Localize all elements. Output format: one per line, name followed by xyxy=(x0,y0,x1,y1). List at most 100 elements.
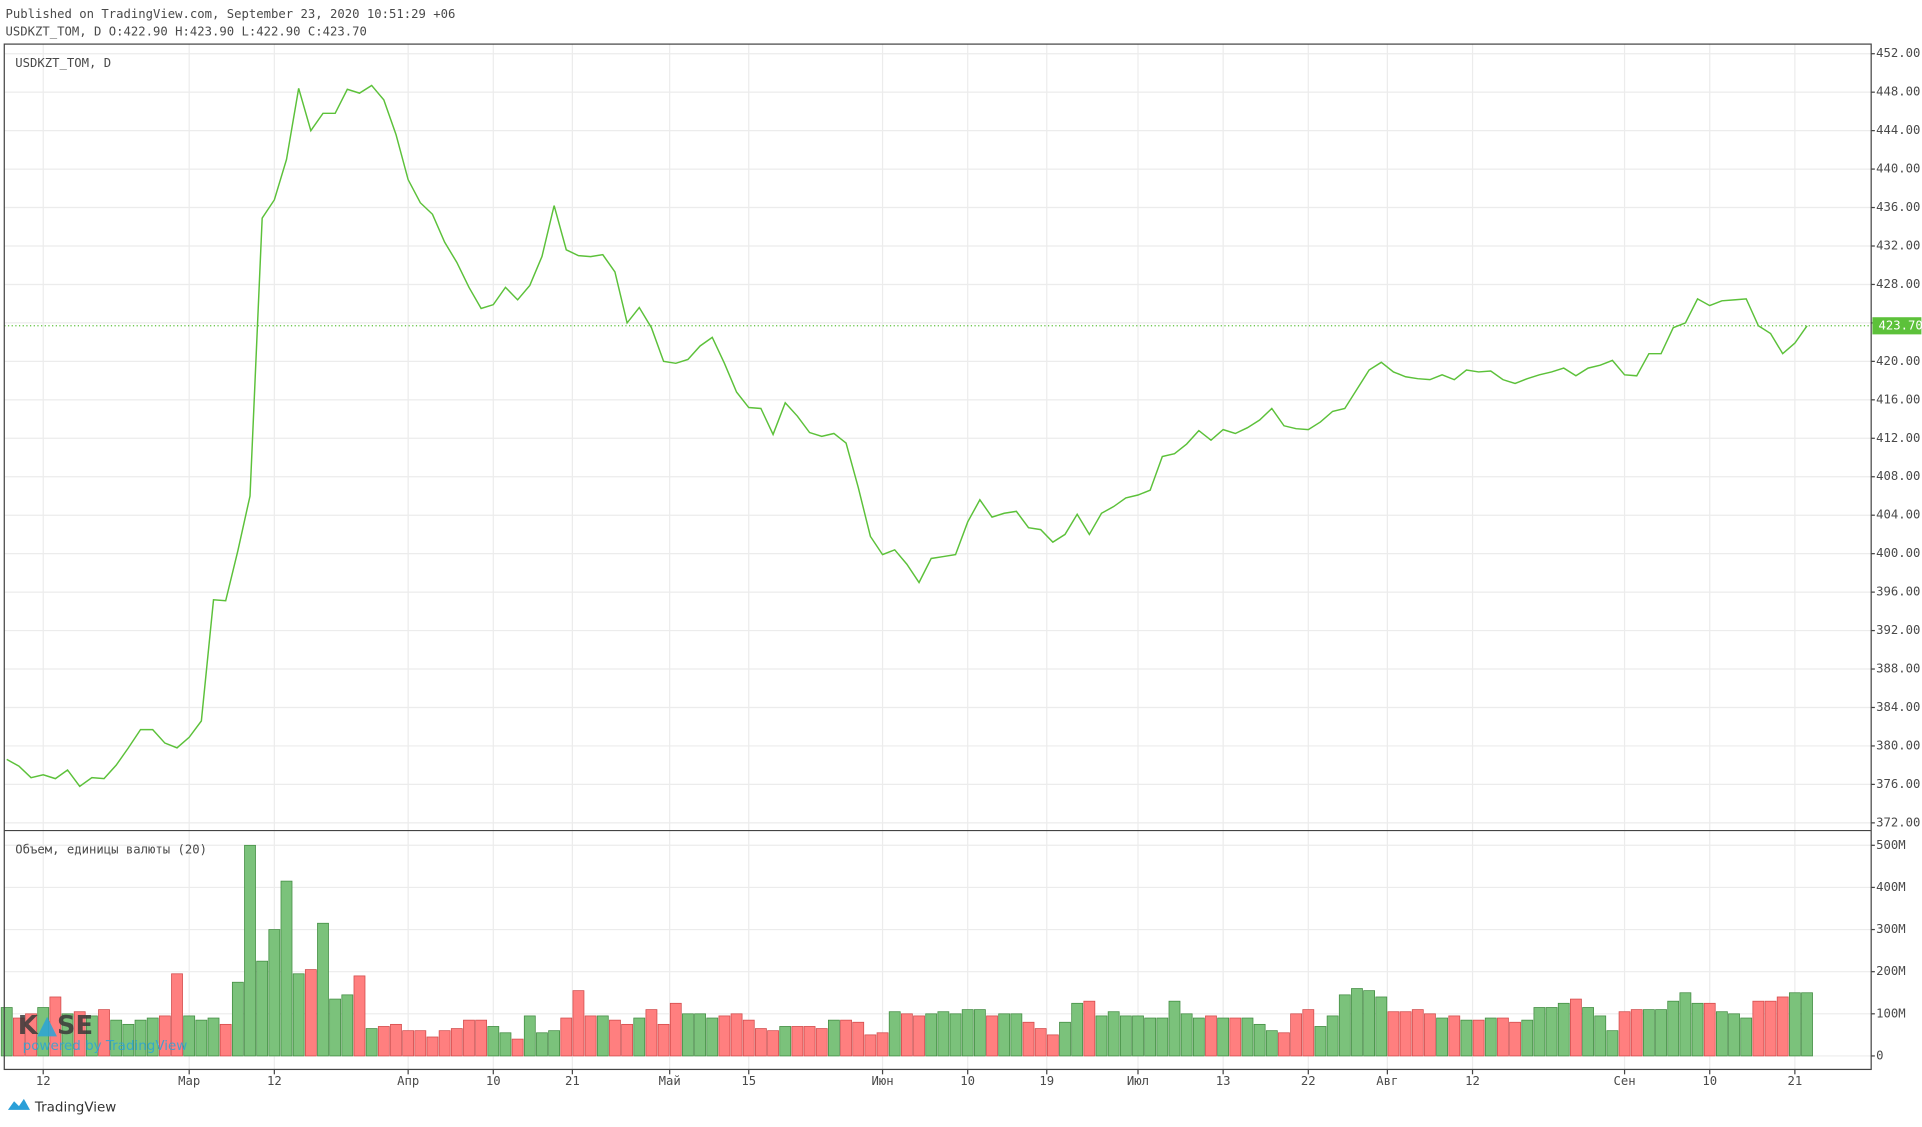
volume-bar xyxy=(888,1011,901,1057)
volume-bar xyxy=(1363,990,1376,1057)
volume-bar xyxy=(426,1036,439,1057)
volume-bar xyxy=(1217,1017,1230,1057)
y-tick-label: 420.00 xyxy=(1876,354,1920,368)
volume-bar xyxy=(13,1017,25,1057)
watermark-left: K xyxy=(18,1011,39,1041)
volume-bar xyxy=(973,1009,986,1057)
volume-bar xyxy=(1497,1017,1509,1057)
y-tick-label: 376.00 xyxy=(1876,777,1920,791)
volume-bar xyxy=(596,1015,609,1057)
volume-bar xyxy=(450,1028,463,1057)
x-tick-label: Июн xyxy=(871,1074,893,1088)
volume-bar xyxy=(268,929,281,1057)
volume-bar xyxy=(742,1019,755,1057)
volume-bar xyxy=(304,969,317,1057)
volume-bar xyxy=(1521,1019,1534,1057)
volume-bar xyxy=(657,1023,670,1057)
volume-bar xyxy=(1788,992,1801,1057)
volume-bar xyxy=(341,994,354,1057)
volume-bar xyxy=(1034,1028,1047,1057)
volume-bar xyxy=(986,1015,998,1057)
volume-bar xyxy=(1205,1015,1217,1057)
volume-bar xyxy=(207,1017,220,1057)
y-tick-label: 416.00 xyxy=(1876,392,1920,406)
volume-bar xyxy=(609,1019,621,1057)
volume-bar xyxy=(1606,1030,1619,1057)
volume-bar xyxy=(900,1013,913,1057)
volume-bar xyxy=(1679,992,1692,1057)
volume-bar xyxy=(791,1026,804,1057)
volume-bar xyxy=(1630,1009,1643,1057)
volume-bar xyxy=(864,1034,877,1057)
x-tick-label: 10 xyxy=(1702,1074,1717,1088)
published-text: Published on TradingView.com, September … xyxy=(6,7,456,21)
volume-bar xyxy=(511,1038,524,1057)
price-line xyxy=(6,84,1808,788)
y-tick-label: 372.00 xyxy=(1876,815,1920,829)
volume-bar xyxy=(1728,1013,1740,1057)
y-tick-label: 400M xyxy=(1876,880,1906,894)
volume-bar xyxy=(1241,1017,1254,1057)
volume-bar xyxy=(536,1032,548,1057)
volume-bar xyxy=(1545,1007,1558,1057)
y-tick-label: 428.00 xyxy=(1876,277,1920,291)
y-tick-label: 300M xyxy=(1876,922,1906,936)
y-tick-label: 384.00 xyxy=(1876,700,1920,714)
volume-bar xyxy=(828,1019,840,1057)
y-tick-label: 0 xyxy=(1876,1048,1883,1062)
volume-bar xyxy=(1338,994,1351,1057)
brand-text[interactable]: TradingView xyxy=(34,1099,116,1115)
volume-bar xyxy=(1509,1021,1521,1057)
volume-bar xyxy=(1557,1002,1570,1057)
volume-bar xyxy=(463,1019,475,1057)
volume-bar xyxy=(1351,988,1363,1057)
volume-bar xyxy=(25,1013,37,1057)
y-tick-label: 400.00 xyxy=(1876,546,1920,560)
volume-bar xyxy=(840,1019,852,1057)
volume-bar xyxy=(1290,1013,1303,1057)
volume-bar xyxy=(767,1030,779,1057)
volume-bar xyxy=(1691,1002,1704,1057)
price-pane-label: USDKZT_TOM, D xyxy=(15,56,111,70)
volume-bar xyxy=(1582,1007,1594,1057)
x-tick-label: 12 xyxy=(267,1074,282,1088)
volume-bar xyxy=(73,1011,86,1057)
volume-bar xyxy=(1010,1013,1023,1057)
volume-bar xyxy=(1472,1019,1485,1057)
volume-bar xyxy=(755,1028,767,1057)
volume-bar xyxy=(1570,998,1582,1057)
volume-bar xyxy=(1740,1017,1753,1057)
y-tick-label: 412.00 xyxy=(1876,431,1920,445)
y-tick-label: 404.00 xyxy=(1876,508,1920,522)
volume-bar xyxy=(475,1019,488,1057)
volume-bar xyxy=(1448,1015,1461,1057)
x-tick-label: 19 xyxy=(1039,1074,1054,1088)
volume-bar xyxy=(499,1032,512,1057)
x-tick-label: Мар xyxy=(178,1074,200,1088)
volume-bar xyxy=(1168,1000,1181,1057)
volume-bar xyxy=(1533,1007,1546,1057)
y-tick-label: 200M xyxy=(1876,964,1906,978)
x-tick-label: Июл xyxy=(1127,1074,1149,1088)
volume-bar xyxy=(0,1007,13,1057)
volume-bar xyxy=(1095,1015,1108,1057)
volume-bar xyxy=(1375,996,1388,1057)
volume-bar xyxy=(292,973,305,1057)
volume-bar xyxy=(1265,1030,1278,1057)
volume-bar xyxy=(219,1023,232,1057)
volume-bar xyxy=(1046,1034,1059,1057)
y-tick-label: 436.00 xyxy=(1876,200,1920,214)
volume-bar xyxy=(1083,1000,1096,1057)
volume-bar xyxy=(1278,1032,1290,1057)
plot-frame xyxy=(3,43,1872,1071)
y-tick-label: 452.00 xyxy=(1876,46,1920,60)
y-tick-label: 448.00 xyxy=(1876,85,1920,99)
y-tick-label: 440.00 xyxy=(1876,162,1920,176)
volume-bar xyxy=(1655,1009,1667,1057)
ohlc-text: USDKZT_TOM, D O:422.90 H:423.90 L:422.90… xyxy=(6,24,367,38)
volume-bar xyxy=(158,1015,171,1057)
volume-bar xyxy=(1314,1026,1327,1057)
volume-bar xyxy=(779,1026,792,1057)
volume-bar xyxy=(1776,996,1789,1057)
